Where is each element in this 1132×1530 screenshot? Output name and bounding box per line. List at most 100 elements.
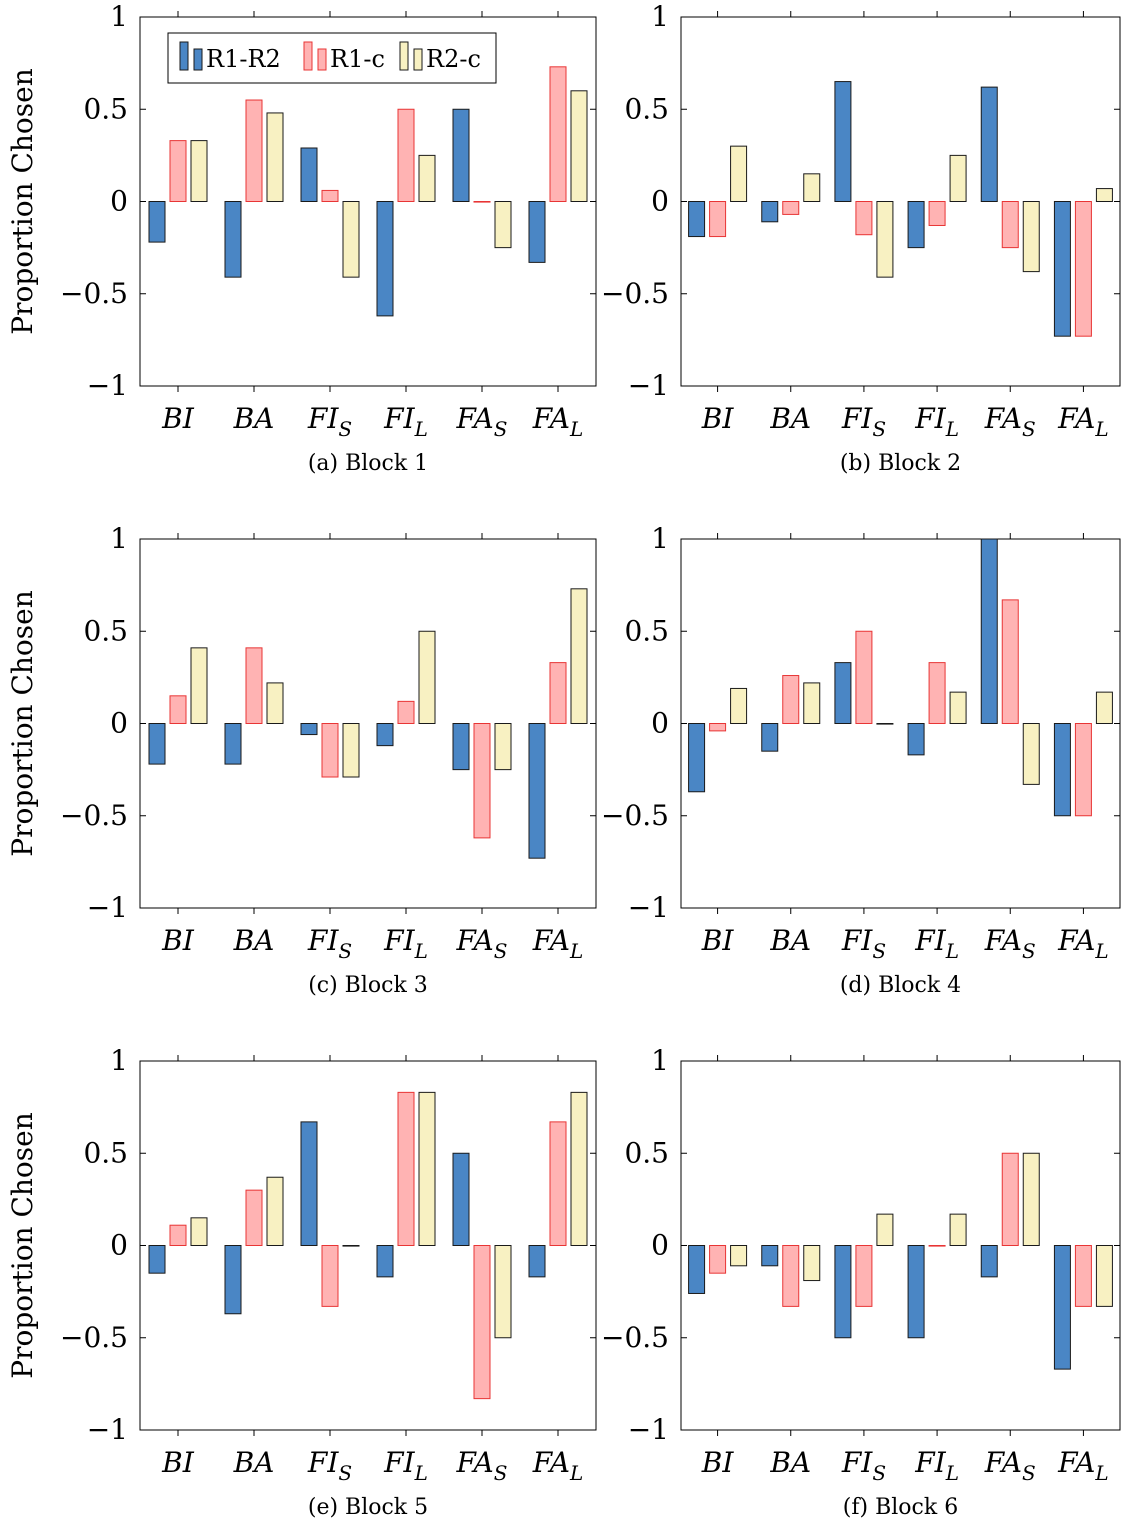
bar-r1-r2 (980, 538, 998, 724)
bar-r1-c (397, 108, 415, 202)
y-tick-label: −0.5 (60, 1321, 128, 1354)
y-tick-label: 1 (110, 1044, 128, 1077)
x-category-base: BI (161, 402, 195, 435)
bar-r2-c (494, 201, 512, 249)
y-tick-label: −0.5 (60, 277, 128, 310)
y-axis-label: Proportion Chosen (6, 590, 39, 857)
x-category-base: FA (1057, 1446, 1095, 1479)
bar-r1-r2 (224, 1245, 242, 1315)
x-category-label: FAL (1057, 924, 1109, 963)
bar-r1-c (473, 1245, 491, 1400)
bar-r1-c (709, 201, 727, 238)
x-category-subscript: S (338, 417, 352, 441)
bar-r1-c (928, 662, 946, 724)
bar-r1-r2 (148, 1245, 166, 1274)
bar-r2-c (876, 1213, 894, 1247)
legend-swatch-r2-c (413, 48, 423, 71)
bar-r2-c (190, 140, 208, 203)
x-category-base: BI (161, 1446, 195, 1479)
bar-r1-r2 (761, 723, 779, 752)
plot-frame (139, 538, 597, 909)
y-tick-label: 0 (110, 185, 128, 218)
bar-r2-c (494, 723, 512, 771)
x-category-label: FIS (841, 402, 886, 441)
bar-r1-c (473, 723, 491, 839)
bar-r2-c (570, 90, 588, 202)
x-category-label: FIS (841, 924, 886, 963)
x-category-label: FAS (984, 402, 1036, 441)
x-category-base: FI (841, 402, 873, 435)
legend-swatch-r1-c (317, 48, 327, 71)
x-category-base: FA (456, 402, 494, 435)
bar-r1-c (1074, 723, 1092, 817)
x-category-subscript: S (494, 939, 508, 963)
bar-r2-c (418, 630, 436, 724)
x-category-subscript: S (872, 939, 886, 963)
y-tick-label: −1 (87, 1413, 128, 1446)
x-category-subscript: S (494, 417, 508, 441)
y-tick-label: 0 (651, 707, 669, 740)
bar-r1-c (245, 99, 263, 202)
bar-r1-c (855, 201, 873, 236)
x-category-subscript: S (1022, 417, 1036, 441)
x-category-label: FAS (984, 1446, 1036, 1485)
y-tick-label: −1 (87, 369, 128, 402)
bar-r1-r2 (376, 201, 394, 317)
x-category-subscript: S (872, 417, 886, 441)
bar-r1-r2 (452, 723, 470, 771)
bar-r2-c (803, 682, 821, 724)
bar-r1-c (245, 647, 263, 724)
bar-r2-c (949, 691, 967, 725)
bar-r1-c (321, 189, 339, 202)
x-category-base: FI (383, 924, 415, 957)
bar-r2-c (266, 682, 284, 724)
bar-r1-r2 (688, 723, 706, 793)
x-category-subscript: L (945, 417, 959, 441)
x-category-base: FA (532, 1446, 570, 1479)
bar-r2-c (803, 1245, 821, 1282)
bar-r2-c (949, 154, 967, 202)
x-category-label: BI (701, 924, 735, 957)
bar-r2-c (1022, 201, 1040, 273)
x-category-label: FIS (307, 924, 352, 963)
x-category-base: FI (307, 402, 339, 435)
legend-label-r2-c: R2-c (426, 45, 481, 73)
bar-r1-c (709, 1245, 727, 1274)
bar-r2-c (342, 723, 360, 778)
bar-r1-c (709, 723, 727, 732)
legend-swatch-r2-c (399, 41, 409, 71)
x-category-base: BA (769, 402, 811, 435)
bar-r1-r2 (148, 201, 166, 243)
bar-r1-r2 (834, 662, 852, 724)
bar-r2-c (1022, 1152, 1040, 1246)
bar-r1-c (782, 1245, 800, 1307)
x-category-base: FA (1057, 402, 1095, 435)
bar-r1-r2 (300, 147, 318, 202)
y-tick-label: 1 (110, 0, 128, 33)
x-category-label: FIS (841, 1446, 886, 1485)
x-category-label: FAS (456, 402, 508, 441)
panel-caption: (a) Block 1 (308, 451, 428, 476)
x-category-subscript: S (494, 1461, 508, 1485)
legend-label-r1-r2: R1-R2 (206, 45, 281, 73)
x-category-label: BA (233, 1446, 275, 1479)
x-category-subscript: S (338, 939, 352, 963)
bar-r1-c (549, 662, 567, 724)
x-category-base: FA (984, 402, 1022, 435)
x-category-subscript: L (414, 1461, 428, 1485)
x-category-label: FAL (1057, 1446, 1109, 1485)
bar-r2-c (418, 154, 436, 202)
bar-r2-c (190, 647, 208, 724)
y-tick-label: 0 (110, 1229, 128, 1262)
x-category-label: FAL (532, 1446, 584, 1485)
y-tick-label: 0 (651, 1229, 669, 1262)
x-category-base: BA (233, 1446, 275, 1479)
bar-r1-r2 (688, 1245, 706, 1294)
x-category-base: FI (307, 924, 339, 957)
y-tick-label: −1 (628, 891, 669, 924)
x-category-base: BA (233, 402, 275, 435)
x-category-subscript: L (1094, 939, 1108, 963)
